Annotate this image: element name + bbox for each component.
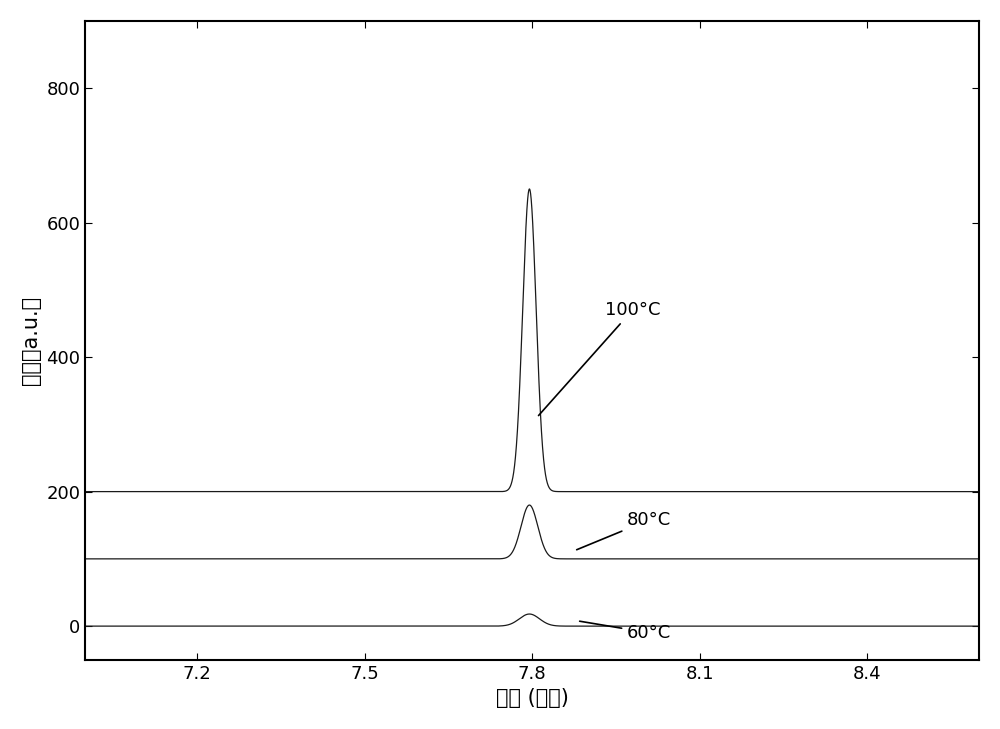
- X-axis label: 时间 (分钟): 时间 (分钟): [496, 688, 569, 708]
- Text: 80°C: 80°C: [577, 511, 671, 550]
- Text: 60°C: 60°C: [580, 621, 671, 642]
- Y-axis label: 强度（a.u.）: 强度（a.u.）: [21, 296, 41, 385]
- Text: 100°C: 100°C: [539, 301, 660, 416]
